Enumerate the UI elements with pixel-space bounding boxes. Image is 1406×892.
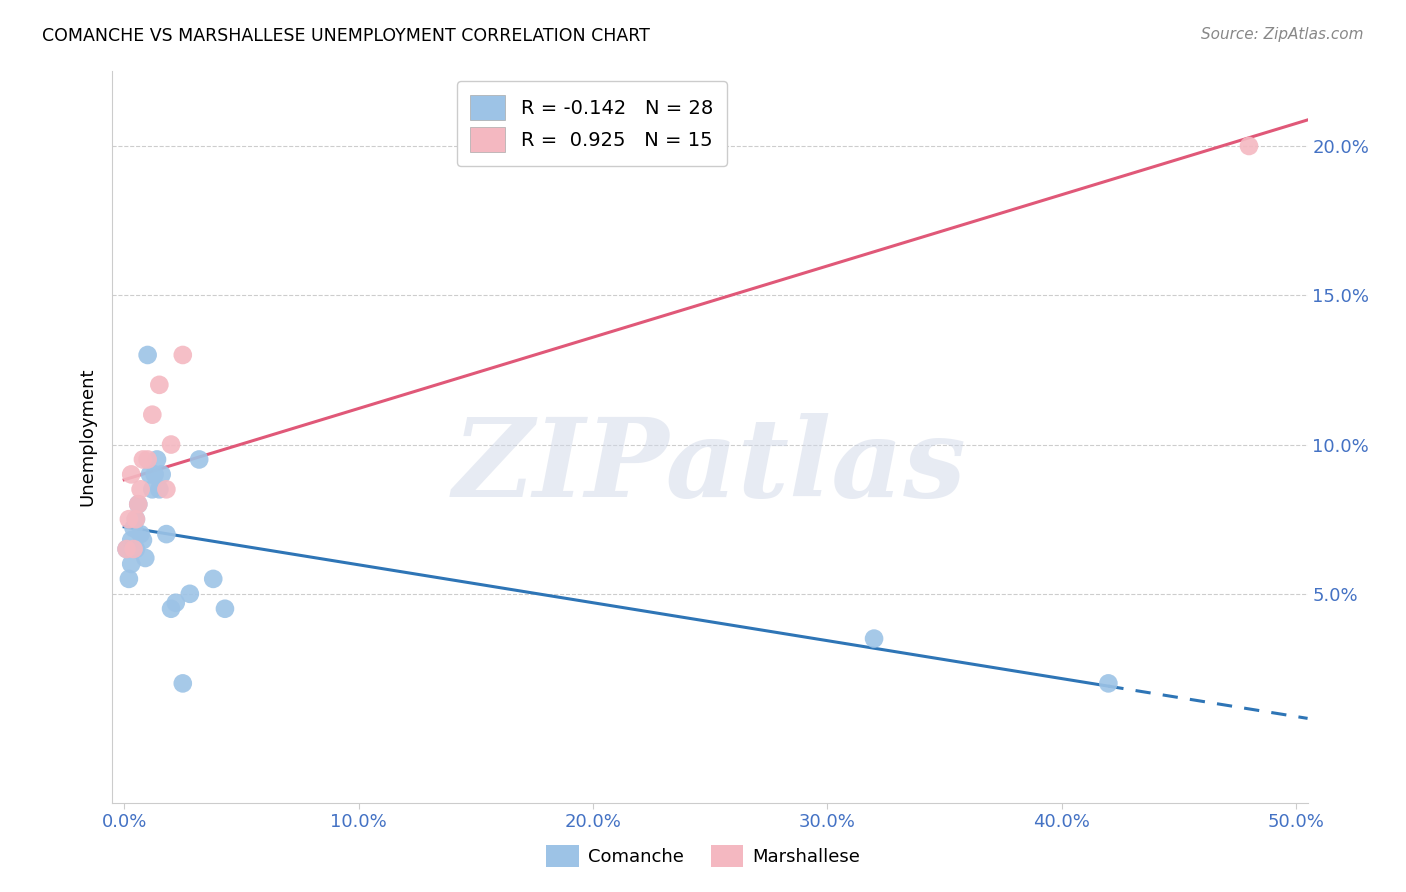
Point: [127, 497, 149, 511]
Point: [148, 483, 170, 497]
Point: [150, 467, 173, 482]
Point: [1097, 676, 1119, 690]
Point: [125, 512, 148, 526]
Point: [214, 601, 236, 615]
Text: ZIPatlas: ZIPatlas: [453, 413, 967, 520]
Point: [155, 483, 177, 497]
Point: [132, 533, 155, 547]
Point: [202, 572, 225, 586]
Legend: R = -0.142   N = 28, R =  0.925   N = 15: R = -0.142 N = 28, R = 0.925 N = 15: [457, 81, 727, 166]
Legend: Comanche, Marshallese: Comanche, Marshallese: [538, 838, 868, 874]
Point: [179, 587, 201, 601]
Point: [160, 601, 183, 615]
Point: [120, 467, 142, 482]
Point: [122, 521, 145, 535]
Point: [125, 542, 148, 557]
Point: [155, 527, 177, 541]
Point: [115, 542, 138, 557]
Point: [118, 512, 141, 526]
Point: [136, 348, 159, 362]
Point: [1237, 139, 1260, 153]
Point: [141, 483, 163, 497]
Point: [120, 533, 142, 547]
Point: [148, 377, 170, 392]
Point: [139, 467, 162, 482]
Text: COMANCHE VS MARSHALLESE UNEMPLOYMENT CORRELATION CHART: COMANCHE VS MARSHALLESE UNEMPLOYMENT COR…: [42, 27, 650, 45]
Point: [172, 676, 194, 690]
Point: [122, 542, 145, 557]
Point: [115, 542, 138, 557]
Point: [132, 452, 155, 467]
Point: [120, 557, 142, 571]
Point: [118, 572, 141, 586]
Point: [134, 551, 156, 566]
Point: [129, 527, 152, 541]
Point: [125, 512, 148, 526]
Point: [127, 497, 149, 511]
Point: [146, 452, 169, 467]
Point: [129, 483, 152, 497]
Point: [141, 408, 163, 422]
Point: [172, 348, 194, 362]
Text: Source: ZipAtlas.com: Source: ZipAtlas.com: [1201, 27, 1364, 42]
Point: [165, 596, 187, 610]
Point: [160, 437, 183, 451]
Point: [188, 452, 211, 467]
Point: [136, 452, 159, 467]
Point: [863, 632, 886, 646]
Point: [143, 467, 166, 482]
Y-axis label: Unemployment: Unemployment: [79, 368, 97, 507]
